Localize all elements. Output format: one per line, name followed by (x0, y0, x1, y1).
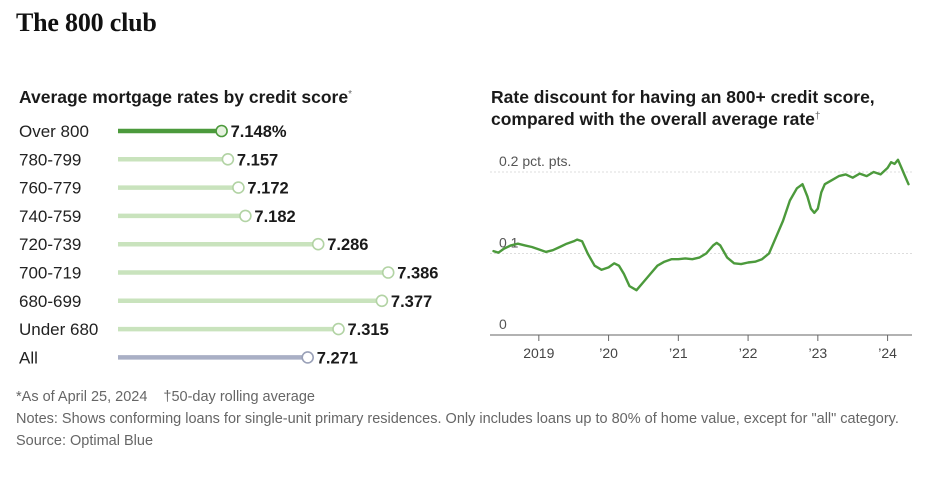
category-label: 720-739 (19, 235, 81, 254)
footnote-notes: Notes: Shows conforming loans for single… (16, 411, 899, 427)
dot-marker (232, 181, 245, 194)
category-label: 700-719 (19, 264, 81, 283)
left-chart-title: Average mortgage rates by credit score* (19, 86, 352, 108)
right-chart-title-marker: † (814, 111, 821, 122)
dot-marker (311, 237, 325, 251)
right-chart-title-line1: Rate discount for having an 800+ credit … (491, 87, 875, 107)
dot-marker (301, 351, 315, 364)
category-label: 760-779 (19, 179, 81, 198)
data-label: 7.148% (231, 123, 287, 141)
data-label: 7.386 (397, 265, 438, 283)
x-tick-label: ’24 (878, 345, 897, 361)
page-title: The 800 club (16, 8, 157, 37)
data-label: 7.157 (237, 151, 278, 169)
right-chart-title-line2: compared with the overall average rate† (491, 108, 875, 130)
data-label: 7.271 (317, 349, 358, 367)
line-chart: 0 0.1 0.2 pct. pts. 2019 ’20 ’21 ’22 ’23 ’24 (490, 153, 912, 361)
x-tick-label: ’20 (599, 345, 618, 361)
dot-marker (332, 322, 345, 336)
data-label: 7.377 (391, 293, 432, 311)
footnotes: *As of April 25, 2024 †50-day rolling ave… (16, 386, 916, 452)
y-tick-label: 0.1 (499, 235, 519, 251)
footnote-rolling: †50-day rolling average (163, 389, 315, 405)
dot-marker (239, 209, 252, 223)
right-chart-title-line2-text: compared with the overall average rate (491, 109, 815, 129)
category-label: Under 680 (19, 320, 98, 339)
x-tick-label: 2019 (523, 345, 554, 361)
footnote-source: Source: Optimal Blue (16, 433, 154, 449)
dot-marker (381, 266, 395, 279)
y-tick-label: 0 (499, 316, 507, 332)
data-label: 7.172 (247, 180, 288, 198)
x-tick-label: ’21 (669, 345, 688, 361)
data-label: 7.315 (348, 321, 389, 339)
footnote-as-of: *As of April 25, 2024 (16, 389, 148, 405)
category-label: Over 800 (19, 122, 89, 141)
data-label: 7.182 (254, 208, 295, 226)
category-label: 680-699 (19, 292, 81, 311)
bar-chart: Over 800 7.148% 780-799 7.157 760-779 7.172 74… (19, 122, 438, 367)
left-chart-title-marker: * (348, 89, 352, 100)
dot-marker (215, 124, 228, 138)
dot-marker (375, 294, 389, 308)
x-tick-label: ’22 (739, 345, 758, 361)
category-label: All (19, 348, 38, 367)
left-chart-title-text: Average mortgage rates by credit score (19, 87, 349, 107)
category-label: 780-799 (19, 150, 81, 169)
y-tick-label: 0.2 pct. pts. (499, 153, 571, 169)
footnote-line: *As of April 25, 2024 †50-day rolling ave… (16, 386, 916, 408)
right-chart-title: Rate discount for having an 800+ credit … (491, 86, 875, 130)
series-line (492, 158, 910, 292)
category-label: 740-759 (19, 207, 81, 226)
data-label: 7.286 (327, 236, 368, 254)
x-tick-label: ’23 (808, 345, 827, 361)
dot-marker (221, 152, 235, 166)
